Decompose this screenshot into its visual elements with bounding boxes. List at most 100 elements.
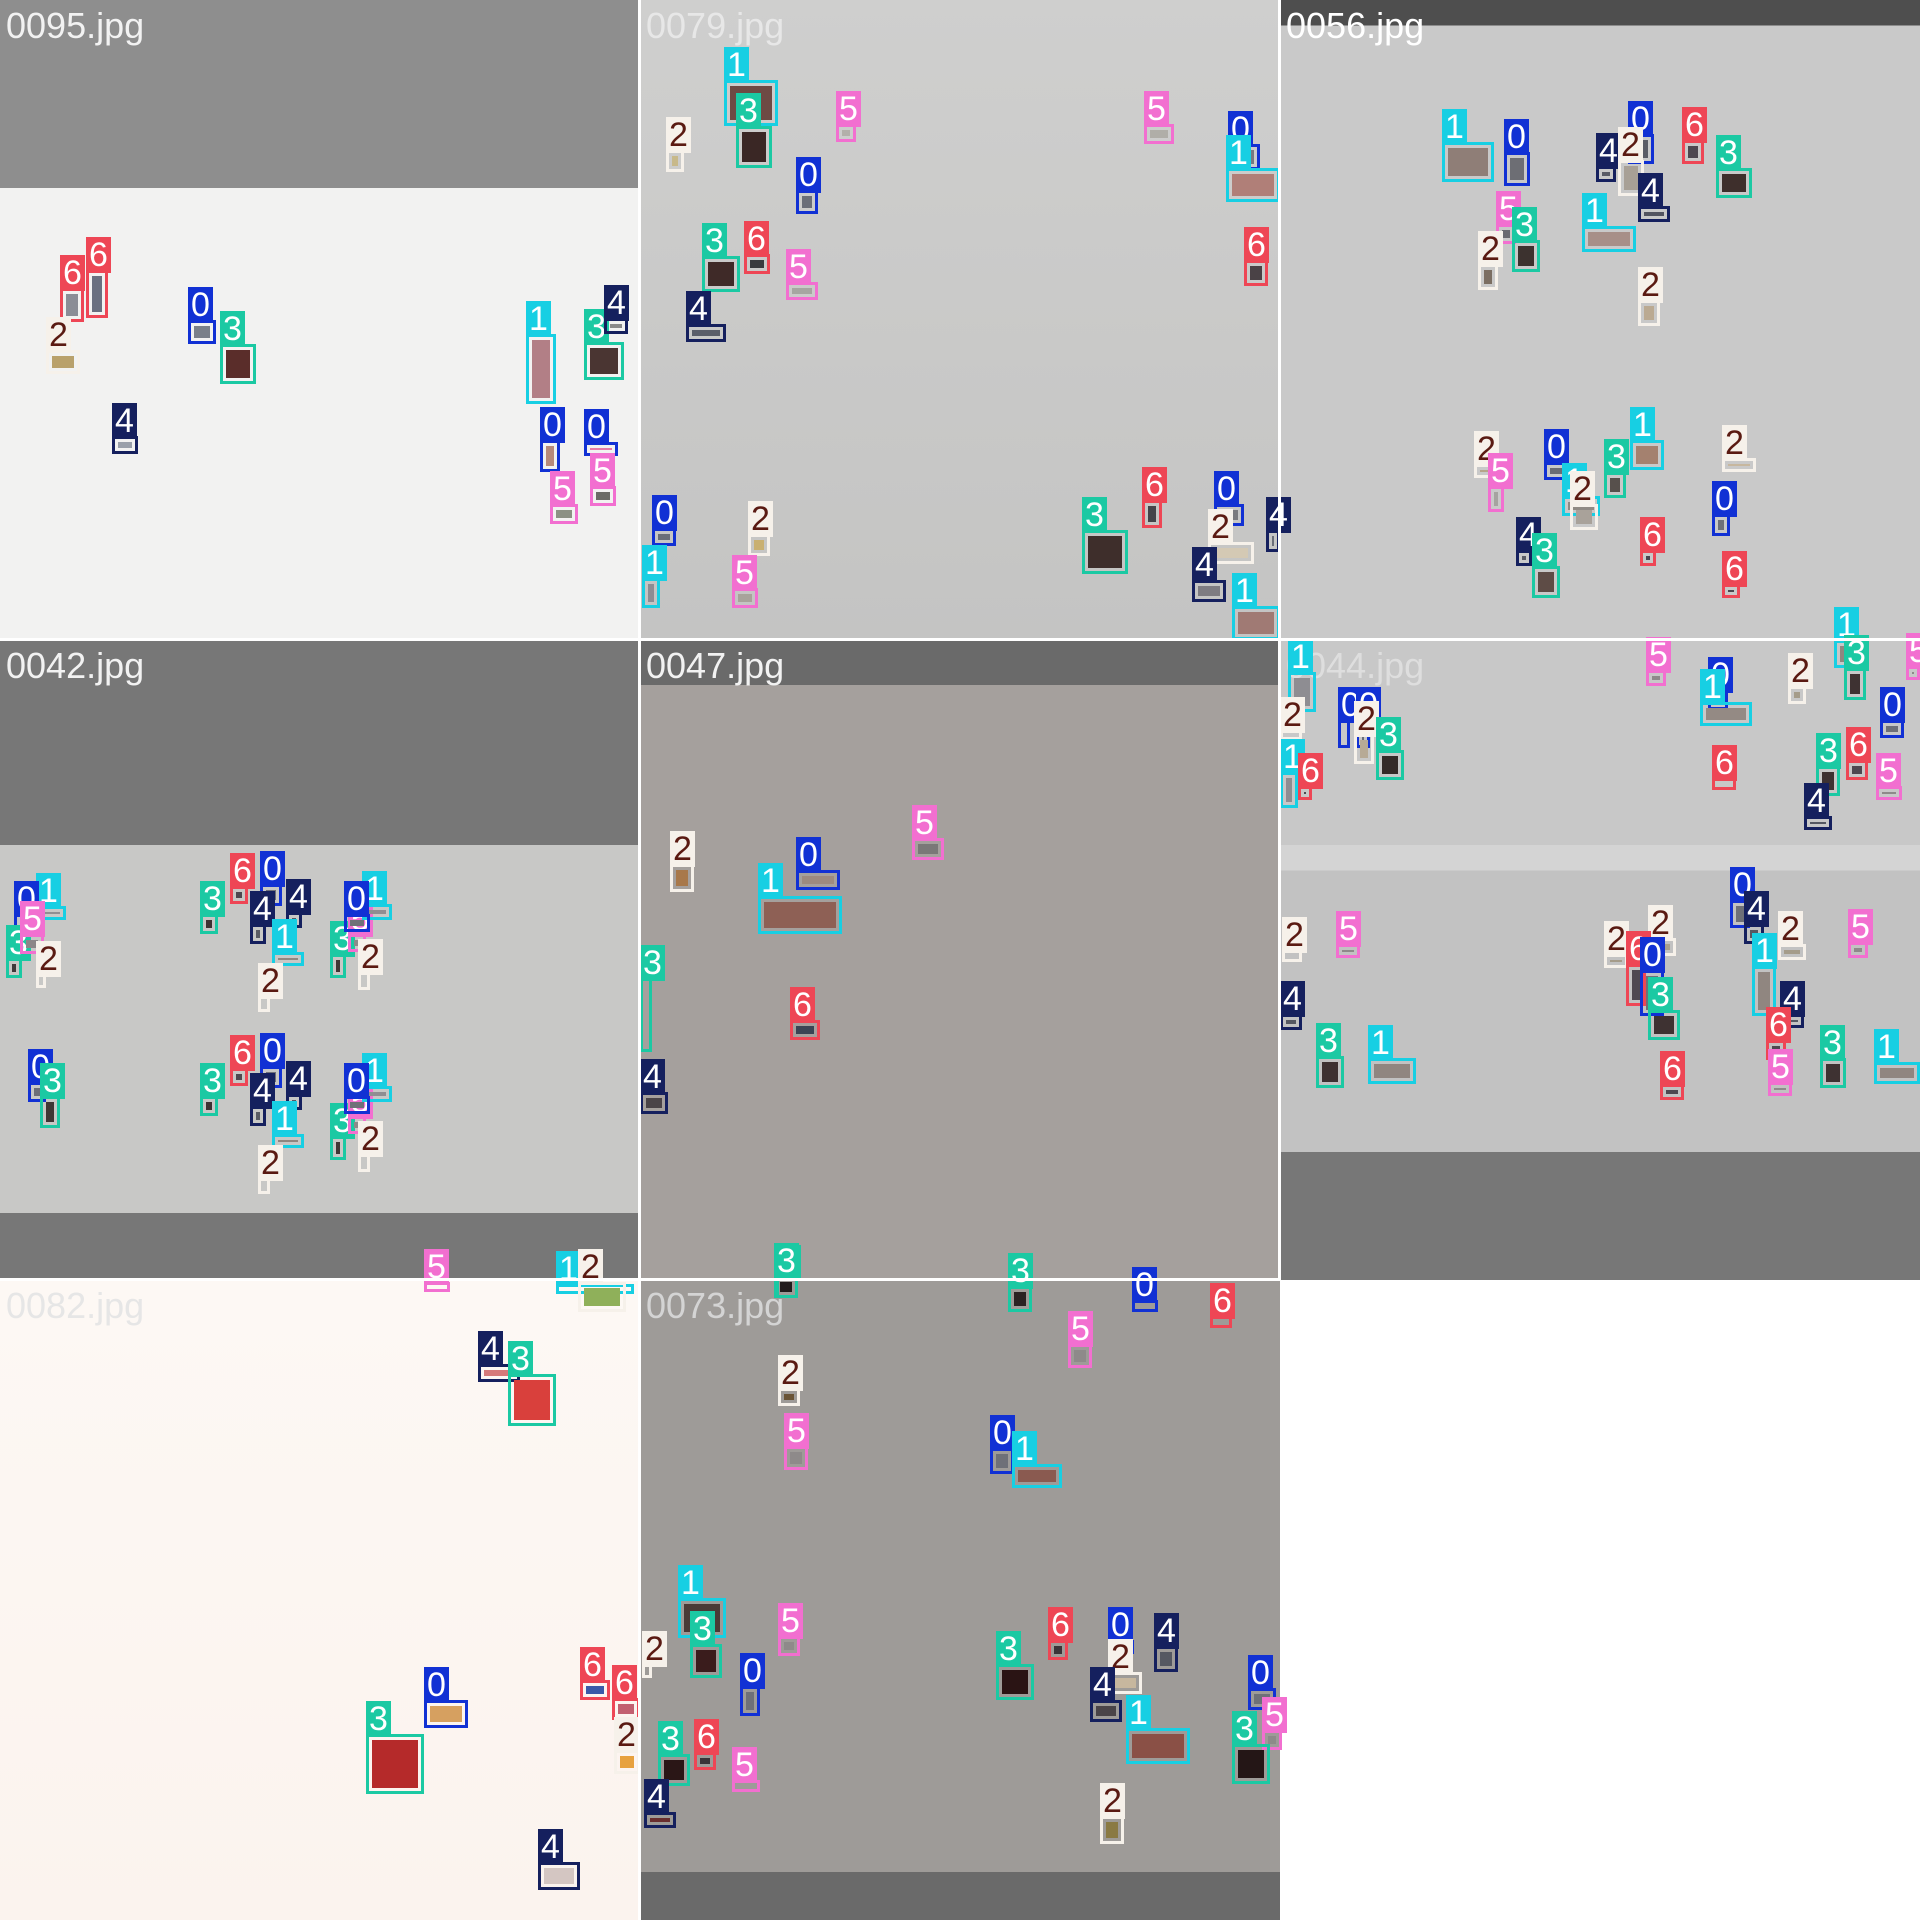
detection-box: 6 bbox=[1142, 467, 1167, 528]
detection-box: 1 bbox=[1226, 135, 1280, 202]
detection-box: 2 bbox=[1280, 697, 1305, 740]
detected-object bbox=[742, 132, 766, 162]
detection-box: 5 bbox=[784, 1413, 809, 1470]
tile-filename: 0082.jpg bbox=[6, 1285, 145, 1326]
detection-box: 3 bbox=[1232, 1711, 1270, 1784]
detection-box: 5 bbox=[912, 805, 944, 860]
detection-box: 1 bbox=[642, 545, 667, 608]
detected-object bbox=[1850, 674, 1860, 694]
detection-box: 3 bbox=[1816, 733, 1841, 796]
detection-box: 2 bbox=[1722, 425, 1756, 472]
class-label: 2 bbox=[1618, 127, 1643, 163]
detected-object bbox=[754, 540, 764, 550]
class-label: 1 bbox=[1226, 135, 1251, 171]
detected-object bbox=[278, 1140, 298, 1142]
class-label: 5 bbox=[784, 1413, 809, 1449]
class-label: 3 bbox=[1844, 635, 1869, 671]
detection-box: 6 bbox=[1682, 107, 1707, 164]
detected-object bbox=[430, 1706, 462, 1722]
detected-object bbox=[1912, 672, 1914, 674]
detected-object bbox=[546, 446, 554, 466]
class-label: 3 bbox=[1082, 497, 1107, 533]
detected-object bbox=[996, 1454, 1008, 1468]
detected-object bbox=[746, 1692, 754, 1710]
class-label: 1 bbox=[678, 1565, 703, 1601]
detected-object bbox=[1014, 1292, 1026, 1306]
class-label: 3 bbox=[200, 881, 225, 917]
class-label: 4 bbox=[1090, 1667, 1115, 1703]
class-label: 4 bbox=[604, 285, 629, 321]
detection-box: 5 bbox=[1768, 1049, 1793, 1096]
detected-object bbox=[596, 492, 610, 500]
grid-divider bbox=[0, 1278, 1280, 1281]
class-label: 0 bbox=[1108, 1607, 1133, 1643]
detection-box: 1 bbox=[272, 919, 304, 966]
detected-object bbox=[648, 584, 654, 602]
class-label: 5 bbox=[590, 453, 615, 489]
detection-box: 6 bbox=[1640, 517, 1665, 566]
detection-box: 4 bbox=[1090, 1667, 1122, 1722]
detected-object bbox=[514, 1380, 550, 1420]
class-label: 6 bbox=[744, 221, 769, 257]
detected-object bbox=[354, 1122, 360, 1128]
detected-object bbox=[1114, 1678, 1136, 1688]
detected-object bbox=[1522, 556, 1526, 560]
detected-object bbox=[350, 920, 364, 926]
class-label: 2 bbox=[666, 117, 691, 153]
detection-box: 5 bbox=[836, 91, 861, 142]
detection-box: 2 bbox=[258, 963, 283, 1012]
class-label: 2 bbox=[748, 501, 773, 537]
detected-object bbox=[206, 920, 212, 928]
class-label: 2 bbox=[1354, 701, 1379, 737]
detected-object bbox=[658, 534, 670, 540]
detected-object bbox=[66, 294, 78, 316]
detected-object bbox=[750, 260, 764, 268]
detected-object bbox=[118, 442, 132, 448]
class-label: 5 bbox=[1144, 91, 1169, 127]
detection-box: 0 bbox=[540, 407, 565, 472]
detection-box: 0 bbox=[796, 157, 821, 214]
class-label: 0 bbox=[796, 157, 821, 193]
detection-box: 6 bbox=[230, 1035, 255, 1086]
class-label: 6 bbox=[1298, 753, 1323, 789]
class-label: 0 bbox=[188, 287, 213, 323]
class-label: 4 bbox=[286, 1061, 311, 1097]
class-label: 1 bbox=[724, 47, 749, 83]
detection-box: 6 bbox=[1210, 1283, 1235, 1328]
detection-box: 4 bbox=[1192, 547, 1226, 602]
class-label: 0 bbox=[1712, 481, 1737, 517]
detected-object bbox=[1688, 146, 1698, 158]
class-label: 6 bbox=[230, 1035, 255, 1071]
class-label: 4 bbox=[478, 1331, 503, 1367]
detection-box: 4 bbox=[1596, 133, 1621, 182]
detected-object bbox=[784, 1642, 794, 1650]
detected-object bbox=[1728, 590, 1734, 592]
tile-filename: 0095.jpg bbox=[6, 5, 145, 46]
detection-box: 3 bbox=[1376, 717, 1404, 780]
detection-box: 5 bbox=[1906, 633, 1920, 680]
class-label: 2 bbox=[1478, 231, 1503, 267]
detected-object bbox=[650, 1818, 670, 1822]
class-label: 0 bbox=[990, 1415, 1015, 1451]
class-label: 3 bbox=[690, 1611, 715, 1647]
detected-object bbox=[1886, 726, 1898, 732]
detected-object bbox=[700, 1758, 710, 1764]
detected-object bbox=[796, 1026, 814, 1034]
detected-object bbox=[1510, 158, 1524, 180]
class-label: 1 bbox=[1288, 639, 1313, 675]
class-label: 1 bbox=[758, 863, 783, 899]
grid-divider bbox=[0, 638, 1920, 641]
class-label: 3 bbox=[640, 945, 665, 981]
class-label: 6 bbox=[580, 1647, 605, 1683]
detection-box: 0 bbox=[1880, 687, 1905, 738]
detection-box: 3 bbox=[220, 311, 256, 384]
detection-box: 0 bbox=[344, 1063, 370, 1114]
detected-object bbox=[1602, 172, 1610, 176]
detected-object bbox=[256, 930, 260, 938]
class-label: 5 bbox=[1336, 911, 1361, 947]
class-label: 3 bbox=[1716, 135, 1741, 171]
detected-object bbox=[1576, 510, 1592, 524]
detection-box: 1 bbox=[1280, 739, 1305, 808]
class-label: 3 bbox=[1820, 1025, 1845, 1061]
class-label: 1 bbox=[1630, 407, 1655, 443]
